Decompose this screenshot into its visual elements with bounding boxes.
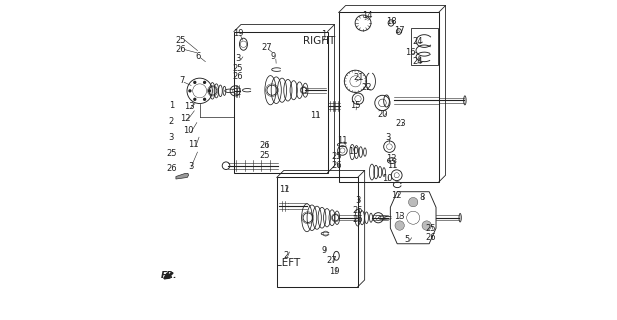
Text: 11: 11 bbox=[280, 185, 290, 194]
Circle shape bbox=[422, 221, 431, 230]
Text: LEFT: LEFT bbox=[276, 258, 300, 268]
Text: 26: 26 bbox=[233, 72, 243, 81]
Circle shape bbox=[193, 81, 196, 84]
Text: 25: 25 bbox=[176, 36, 186, 44]
Bar bbox=[277, 178, 358, 287]
Ellipse shape bbox=[463, 96, 466, 105]
Circle shape bbox=[193, 98, 196, 101]
Text: 15: 15 bbox=[350, 101, 361, 110]
Text: 21: 21 bbox=[354, 73, 364, 82]
Text: 11: 11 bbox=[310, 111, 321, 120]
Circle shape bbox=[395, 221, 404, 230]
Text: 19: 19 bbox=[329, 267, 340, 276]
Text: 9: 9 bbox=[321, 246, 326, 255]
Text: 26: 26 bbox=[260, 141, 270, 150]
Text: 26: 26 bbox=[331, 161, 342, 170]
Text: 9: 9 bbox=[271, 52, 276, 61]
Text: 12: 12 bbox=[180, 114, 191, 123]
Text: 10: 10 bbox=[382, 174, 392, 183]
Text: 5: 5 bbox=[405, 236, 410, 244]
Text: 24: 24 bbox=[413, 57, 423, 66]
Text: 2: 2 bbox=[284, 251, 289, 260]
Text: 6: 6 bbox=[196, 52, 201, 61]
Text: 10: 10 bbox=[348, 147, 359, 156]
Circle shape bbox=[203, 81, 206, 84]
Text: 7: 7 bbox=[179, 76, 184, 84]
Ellipse shape bbox=[418, 56, 421, 61]
Text: 11: 11 bbox=[387, 161, 397, 170]
Text: 3: 3 bbox=[169, 133, 174, 142]
Text: 11: 11 bbox=[337, 136, 348, 145]
Text: 26: 26 bbox=[352, 215, 363, 224]
Circle shape bbox=[408, 197, 418, 207]
Polygon shape bbox=[176, 173, 189, 179]
Text: 3: 3 bbox=[386, 133, 391, 142]
Text: 2: 2 bbox=[169, 117, 174, 126]
Text: FR.: FR. bbox=[160, 271, 177, 280]
Text: 25: 25 bbox=[331, 152, 342, 161]
Ellipse shape bbox=[459, 213, 462, 222]
Text: 8: 8 bbox=[420, 193, 424, 202]
Text: 1: 1 bbox=[169, 101, 174, 110]
Text: 18: 18 bbox=[386, 17, 397, 26]
Bar bbox=[339, 12, 439, 182]
Text: 1: 1 bbox=[321, 30, 326, 39]
Circle shape bbox=[203, 98, 206, 101]
Text: 25: 25 bbox=[166, 148, 176, 157]
Text: 19: 19 bbox=[233, 29, 243, 38]
Text: 17: 17 bbox=[394, 26, 404, 35]
Text: 14: 14 bbox=[362, 11, 373, 20]
Circle shape bbox=[188, 89, 191, 92]
Text: 3: 3 bbox=[355, 196, 360, 205]
Text: 3: 3 bbox=[236, 54, 241, 63]
Text: 27: 27 bbox=[262, 43, 272, 52]
Text: 12: 12 bbox=[391, 191, 402, 200]
Text: 22: 22 bbox=[361, 83, 371, 92]
Text: 13: 13 bbox=[184, 102, 194, 111]
Text: 11: 11 bbox=[188, 140, 199, 149]
Text: 3: 3 bbox=[188, 163, 193, 172]
Bar bbox=[234, 32, 328, 173]
Text: 13: 13 bbox=[394, 212, 404, 221]
Text: 26: 26 bbox=[425, 233, 436, 242]
Text: 25: 25 bbox=[352, 206, 363, 215]
Circle shape bbox=[208, 89, 211, 92]
Text: 23: 23 bbox=[395, 119, 406, 128]
Text: 24: 24 bbox=[413, 37, 423, 46]
Text: 26: 26 bbox=[176, 45, 186, 54]
Text: 20: 20 bbox=[378, 109, 388, 118]
Text: RIGHT: RIGHT bbox=[304, 36, 336, 46]
Text: 16: 16 bbox=[405, 48, 416, 57]
Bar bbox=[411, 28, 437, 65]
Text: 10: 10 bbox=[183, 126, 194, 135]
Text: 12: 12 bbox=[386, 154, 397, 163]
Text: 25: 25 bbox=[425, 224, 436, 233]
Text: 26: 26 bbox=[166, 164, 177, 173]
Text: 25: 25 bbox=[260, 151, 270, 160]
Text: 27: 27 bbox=[326, 256, 337, 265]
Text: 25: 25 bbox=[233, 63, 243, 73]
